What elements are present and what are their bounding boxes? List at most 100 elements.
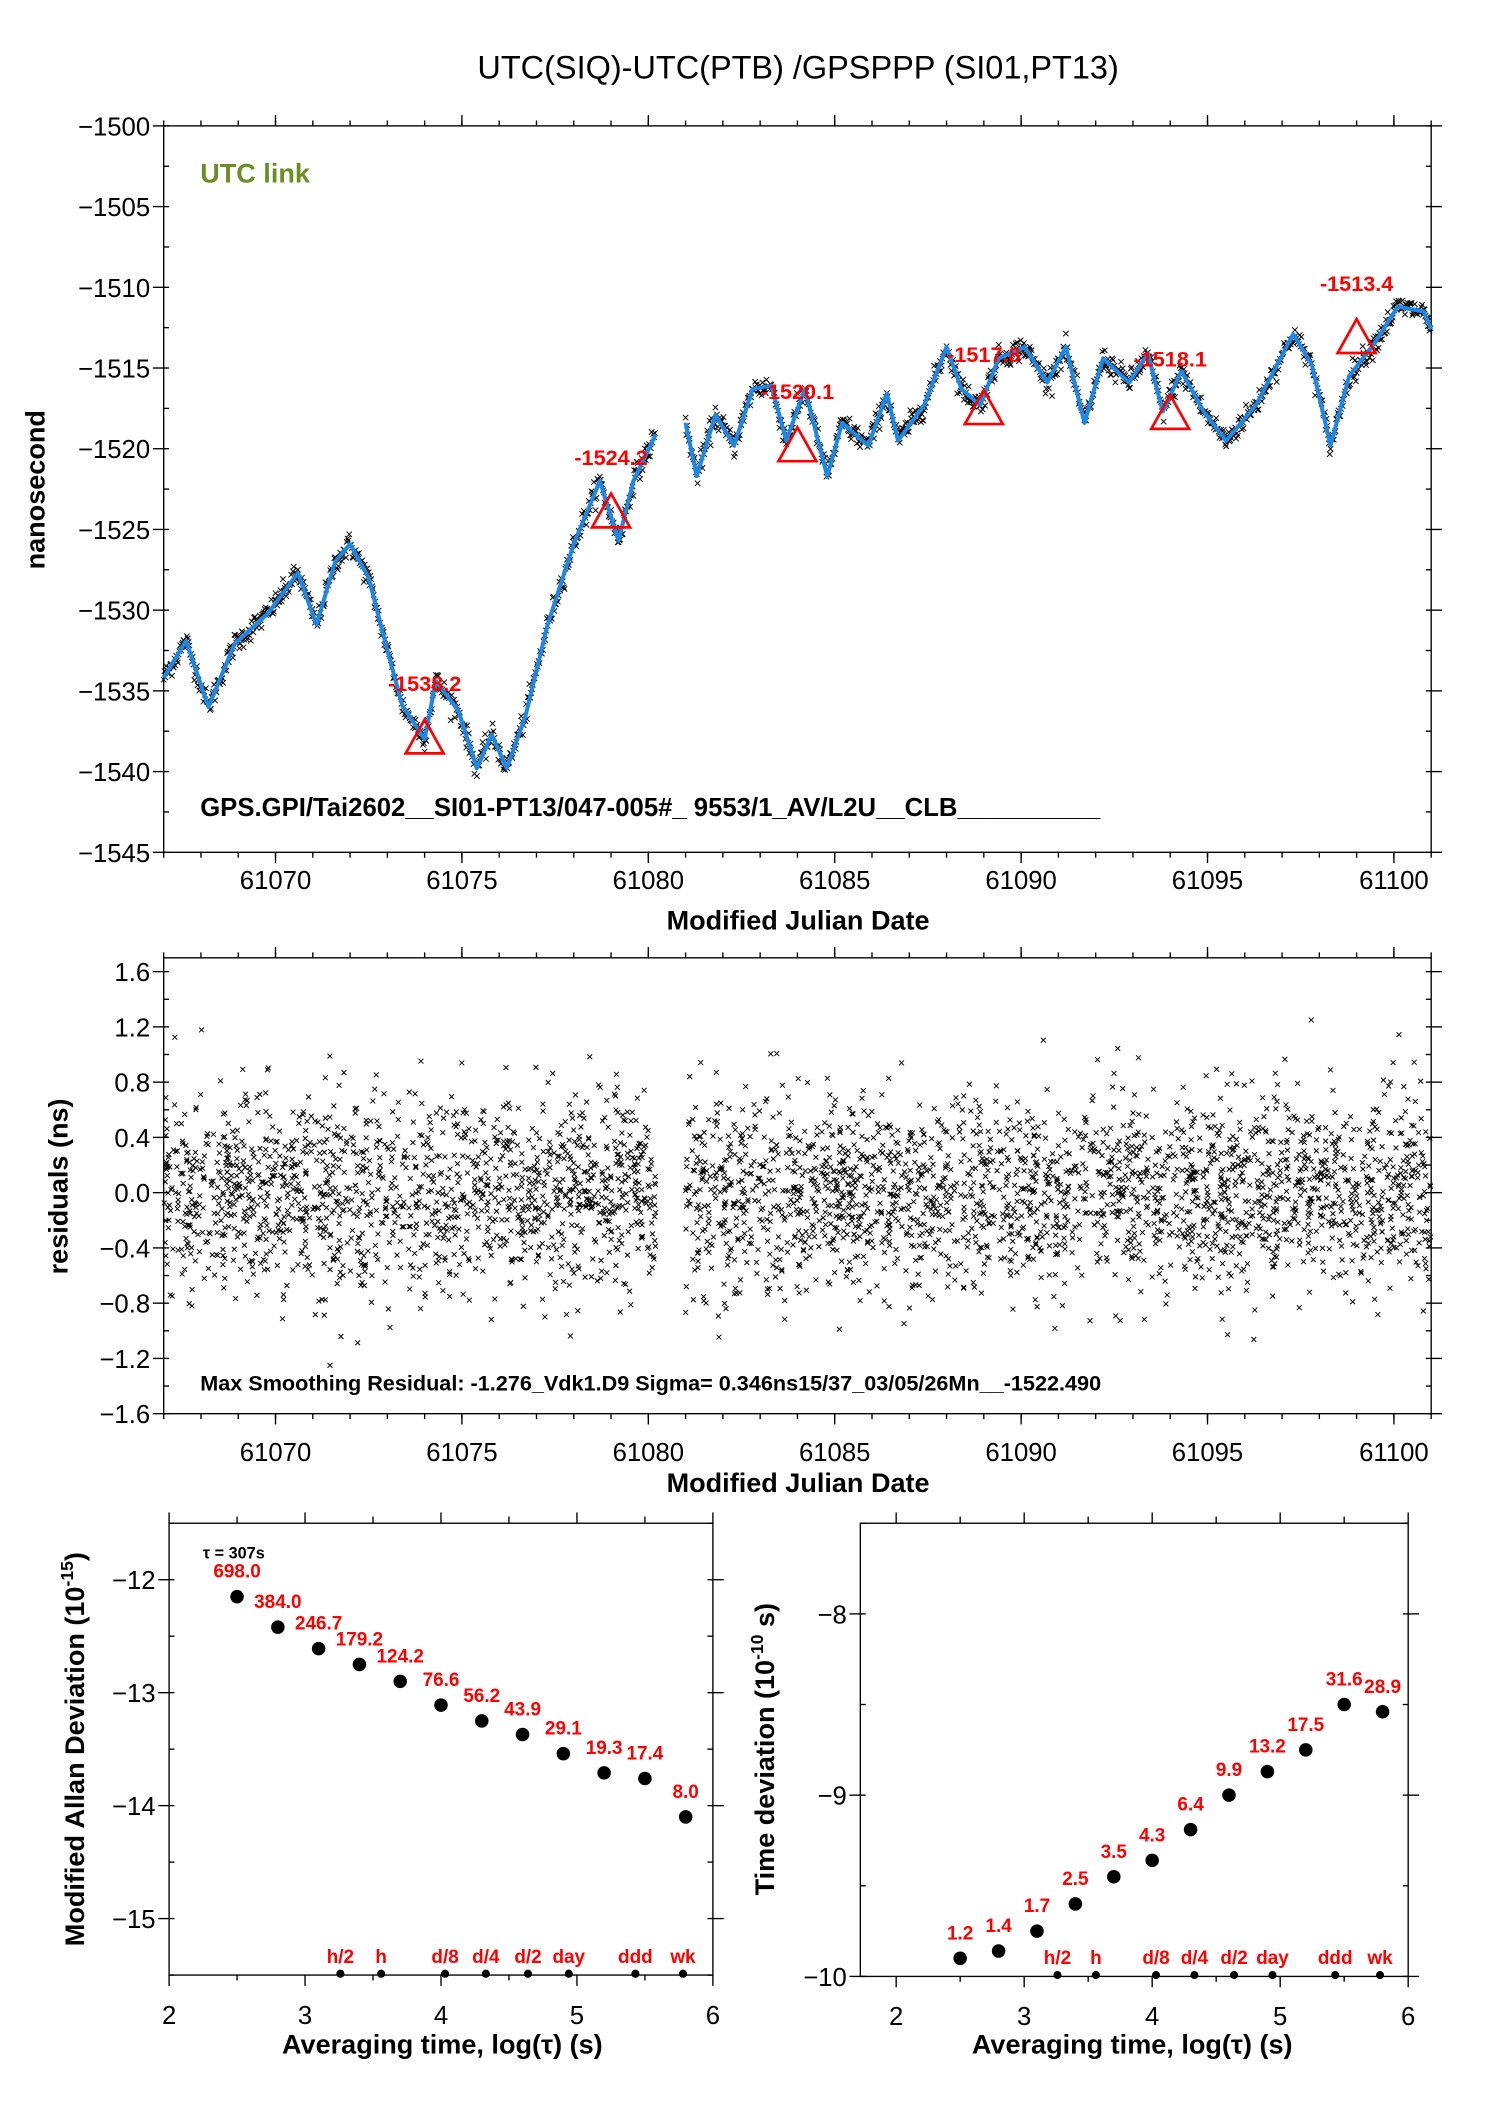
residual-point bbox=[426, 1173, 432, 1179]
raw-data-point bbox=[1401, 311, 1409, 318]
residual-point bbox=[1393, 1145, 1399, 1151]
residual-point bbox=[648, 1220, 655, 1226]
residual-point bbox=[347, 1206, 353, 1213]
residual-point bbox=[446, 1269, 453, 1275]
residual-point bbox=[901, 1169, 908, 1175]
y-tick-label: −1.2 bbox=[99, 1346, 150, 1374]
residual-point bbox=[1179, 1195, 1185, 1201]
residual-point bbox=[558, 1122, 565, 1129]
residual-point bbox=[976, 1249, 982, 1255]
residual-point bbox=[713, 1101, 720, 1107]
residual-point bbox=[1416, 1209, 1423, 1216]
raw-data-point bbox=[1118, 358, 1125, 365]
residual-point bbox=[1156, 1270, 1163, 1277]
residual-point bbox=[1152, 1240, 1159, 1247]
residual-point bbox=[777, 1285, 783, 1292]
residual-point bbox=[285, 1147, 292, 1153]
residual-point bbox=[375, 1231, 381, 1237]
residual-point bbox=[1272, 1070, 1279, 1077]
residual-point bbox=[1365, 1199, 1372, 1205]
residual-point bbox=[824, 1145, 831, 1151]
residual-point bbox=[556, 1179, 563, 1185]
residual-point bbox=[529, 1194, 535, 1200]
raw-data-point bbox=[1359, 343, 1366, 350]
residual-point bbox=[648, 1161, 655, 1167]
residual-point bbox=[1064, 1203, 1071, 1210]
residual-point bbox=[1302, 1187, 1308, 1194]
residual-point bbox=[519, 1159, 525, 1166]
residual-point bbox=[545, 1079, 551, 1086]
residual-point bbox=[234, 1127, 240, 1134]
residual-point bbox=[916, 1242, 923, 1249]
residual-point bbox=[1336, 1193, 1343, 1200]
residual-point bbox=[1243, 1287, 1250, 1294]
residual-point bbox=[605, 1124, 611, 1130]
residual-point bbox=[1109, 1154, 1115, 1160]
residual-point bbox=[1215, 1274, 1222, 1280]
residual-point bbox=[195, 1231, 201, 1238]
residual-point bbox=[513, 1171, 520, 1178]
residual-point bbox=[367, 1118, 374, 1124]
residual-point bbox=[300, 1149, 306, 1155]
residual-point bbox=[1209, 1255, 1216, 1262]
residual-point bbox=[540, 1108, 546, 1114]
residual-point bbox=[1055, 1110, 1062, 1116]
residual-point bbox=[604, 1165, 611, 1171]
residual-point bbox=[895, 1160, 902, 1167]
residual-point bbox=[778, 1246, 785, 1253]
residual-point bbox=[549, 1070, 556, 1077]
residual-point bbox=[1390, 1180, 1396, 1186]
residual-point bbox=[796, 1290, 802, 1296]
residual-point bbox=[1236, 1251, 1243, 1257]
residual-point bbox=[440, 1185, 446, 1192]
residual-point bbox=[196, 1193, 203, 1199]
residual-point bbox=[968, 1186, 974, 1192]
residual-point bbox=[1061, 1197, 1067, 1203]
residual-point bbox=[566, 1282, 573, 1288]
residual-point bbox=[1014, 1099, 1021, 1105]
residual-point bbox=[308, 1113, 315, 1119]
residual-point bbox=[164, 1126, 170, 1132]
residual-point bbox=[242, 1091, 249, 1097]
residual-point bbox=[1014, 1190, 1021, 1197]
residual-point bbox=[860, 1087, 866, 1094]
residual-point bbox=[723, 1305, 729, 1312]
residual-point bbox=[621, 1280, 627, 1287]
residual-point bbox=[536, 1135, 543, 1142]
residual-point bbox=[1417, 1078, 1424, 1084]
residual-point bbox=[1123, 1141, 1130, 1147]
residual-point bbox=[1409, 1153, 1416, 1159]
residual-point bbox=[204, 1238, 211, 1244]
residual-point bbox=[880, 1142, 886, 1148]
residual-point bbox=[312, 1311, 319, 1318]
residual-point bbox=[828, 1109, 835, 1115]
residual-point bbox=[1412, 1098, 1419, 1105]
residual-point bbox=[433, 1110, 440, 1116]
residual-point bbox=[1046, 1272, 1053, 1278]
residual-point bbox=[408, 1212, 414, 1219]
residual-point bbox=[1255, 1223, 1262, 1229]
residual-point bbox=[413, 1221, 420, 1227]
residual-point bbox=[718, 1100, 724, 1106]
residual-point bbox=[1275, 1219, 1281, 1225]
residual-point bbox=[218, 1175, 225, 1181]
residual-point bbox=[519, 1150, 525, 1157]
residual-point bbox=[1391, 1175, 1397, 1181]
residual-point bbox=[389, 1154, 395, 1160]
residual-point bbox=[1136, 1111, 1142, 1118]
residual-point bbox=[1013, 1171, 1019, 1178]
residual-point bbox=[359, 1190, 365, 1197]
residual-point bbox=[602, 1185, 609, 1191]
residual-point bbox=[349, 1227, 356, 1234]
residual-point bbox=[759, 1218, 765, 1224]
residual-point bbox=[1062, 1137, 1068, 1144]
residual-point bbox=[946, 1227, 953, 1234]
residual-point bbox=[1356, 1202, 1363, 1209]
residual-point bbox=[303, 1150, 310, 1156]
residual-point bbox=[874, 1209, 881, 1215]
raw-data-point bbox=[344, 535, 351, 542]
residual-point bbox=[907, 1167, 913, 1174]
x-tick-label: 61100 bbox=[1359, 1439, 1429, 1467]
residual-point bbox=[446, 1271, 453, 1278]
residual-point bbox=[274, 1198, 281, 1204]
